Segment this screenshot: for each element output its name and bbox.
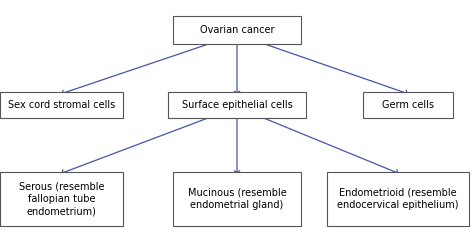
FancyBboxPatch shape [168,92,306,118]
Text: Mucinous (resemble
endometrial gland): Mucinous (resemble endometrial gland) [188,188,286,210]
FancyBboxPatch shape [0,172,123,226]
Text: Serous (resemble
fallopian tube
endometrium): Serous (resemble fallopian tube endometr… [19,182,104,216]
FancyBboxPatch shape [173,172,301,226]
Text: Sex cord stromal cells: Sex cord stromal cells [8,100,115,110]
FancyBboxPatch shape [363,92,453,118]
FancyBboxPatch shape [173,16,301,44]
Text: Ovarian cancer: Ovarian cancer [200,26,274,35]
FancyBboxPatch shape [327,172,469,226]
Text: Endometrioid (resemble
endocervical epithelium): Endometrioid (resemble endocervical epit… [337,188,459,210]
FancyBboxPatch shape [0,92,123,118]
Text: Surface epithelial cells: Surface epithelial cells [182,100,292,110]
Text: Germ cells: Germ cells [382,100,434,110]
